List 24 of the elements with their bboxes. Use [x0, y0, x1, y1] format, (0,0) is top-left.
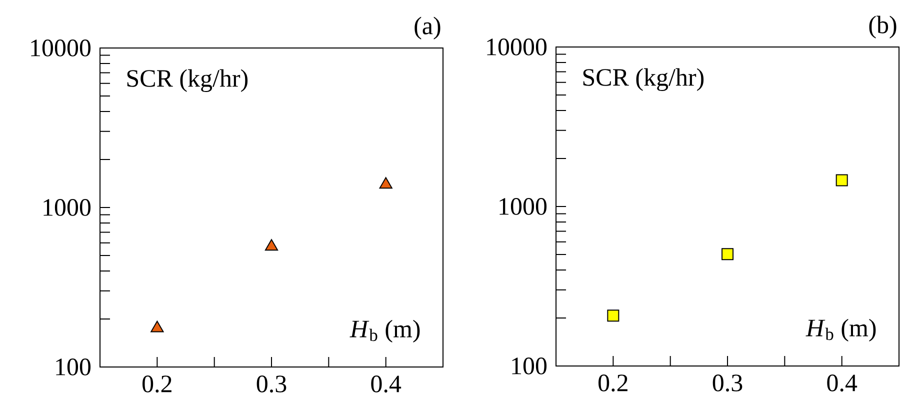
- y-tick-label: 10000: [31, 40, 91, 56]
- chart-title: (a): [414, 16, 440, 40]
- point: [836, 174, 848, 186]
- x-tick-label: 0.4: [827, 374, 858, 392]
- x-tick-label: 0.3: [712, 374, 742, 392]
- y-tick-label: 10000: [487, 38, 547, 56]
- x-tick-label: 0.2: [142, 376, 172, 393]
- chart-title: (b): [869, 16, 896, 38]
- y-tick-label: 1000: [44, 199, 91, 216]
- x-tick-label: 0.3: [256, 376, 286, 393]
- point: [722, 248, 734, 260]
- point: [379, 177, 392, 189]
- y-axis-title: SCR (kg/hr): [583, 68, 704, 92]
- x-tick-label: 0.4: [371, 376, 402, 393]
- x-axis-title: H$_{b}$ (m): [806, 318, 876, 342]
- y-axis-title: SCR (kg/hr): [127, 69, 248, 92]
- point: [264, 239, 278, 251]
- point: [150, 320, 164, 332]
- y-tick-label: 100: [512, 358, 547, 374]
- x-tick-label: 0.2: [598, 374, 628, 392]
- x-axis-title: H$_{b}$ (m): [350, 320, 420, 343]
- y-tick-label: 1000: [500, 198, 547, 215]
- point: [607, 310, 620, 322]
- y-tick-label: 100: [56, 358, 91, 376]
